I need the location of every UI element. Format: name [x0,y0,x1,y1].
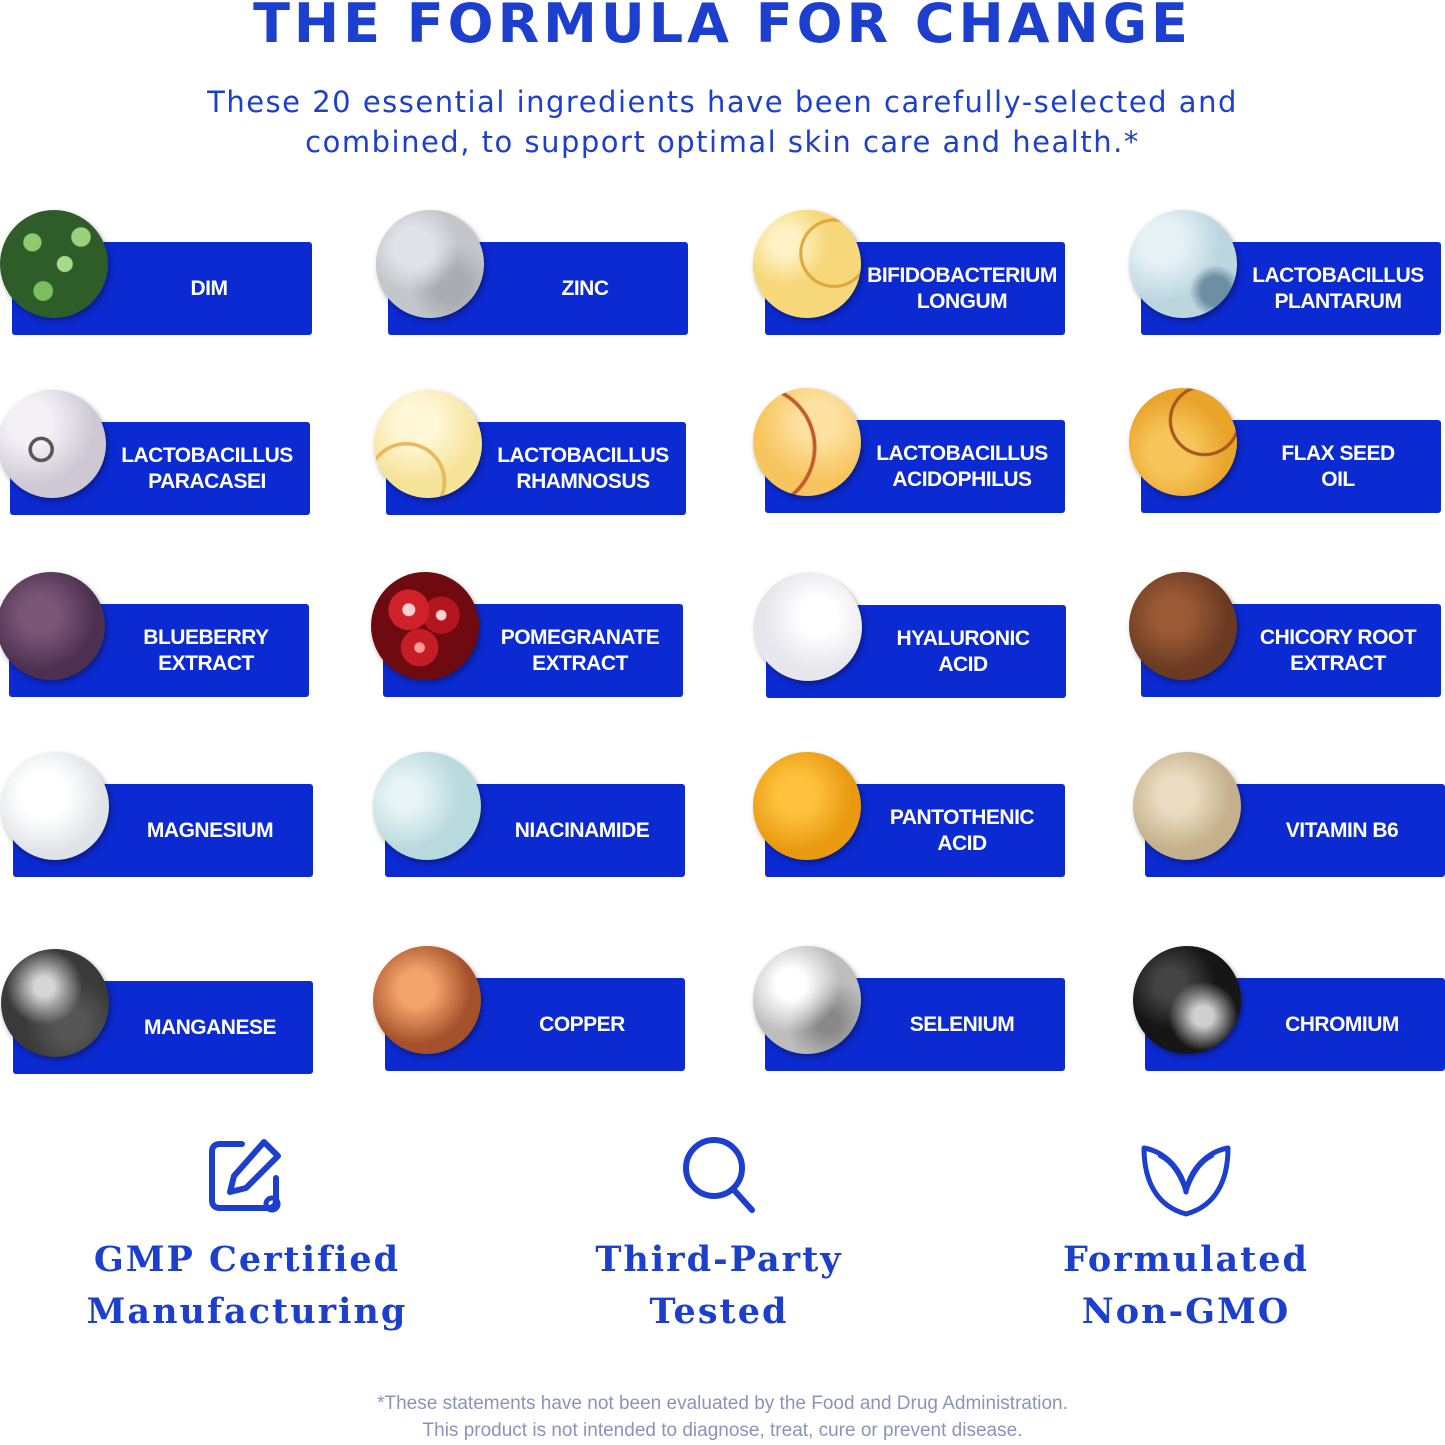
white-powder-image [1,752,109,860]
silver-foil-image [753,946,861,1054]
ingredient-card: COPPER [373,946,685,1071]
light-blue-droplet-image [1129,210,1237,318]
ingredient-card: LACTOBACILLUS RHAMNOSUS [374,390,686,515]
subtitle-line-1: These 20 essential ingredients have been… [207,85,1238,119]
amber-oil-image [1129,388,1237,496]
red-seeds-image [371,572,479,680]
page-subtitle: These 20 essential ingredients have been… [120,82,1325,162]
clear-gel-image [754,573,862,681]
gray-powder-image [376,210,484,318]
yellow-bubbles-image [753,210,861,318]
leaf-icon [1141,1145,1231,1217]
ingredient-card: VITAMIN B6 [1133,752,1445,877]
edit-note-icon [209,1139,281,1213]
ingredient-card: CHICORY ROOT EXTRACT [1129,572,1441,697]
ingredient-card: NIACINAMIDE [373,752,685,877]
orange-powder-image [753,752,861,860]
black-ore-image [1133,946,1241,1054]
dark-ore-image [1,949,109,1057]
aqua-droplets-image [373,752,481,860]
disclaimer-line-2: This product is not intended to diagnose… [422,1420,1023,1441]
badge-gmp: GMP Certified Manufacturing [47,1130,447,1338]
pale-yellow-bubbles-image [374,390,482,498]
ingredient-card: LACTOBACILLUS ACIDOPHILUS [753,388,1065,513]
ingredient-card: HYALURONIC ACID [754,573,1066,698]
ingredient-card: ZINC [376,210,688,335]
ingredient-card: PANTOTHENIC ACID [753,752,1065,877]
disclaimer: *These statements have not been evaluate… [0,1390,1445,1444]
green-sprouts-image [0,210,108,318]
magnifier-icon [683,1137,755,1213]
brown-powder-image [1129,572,1237,680]
ingredient-card: LACTOBACILLUS PARACASEI [0,390,310,515]
ingredient-card: DIM [0,210,312,335]
ingredient-card: POMEGRANATE EXTRACT [371,572,683,697]
badges: GMP Certified Manufacturing Third-Party … [0,1130,1445,1350]
ingredient-card: BIFIDOBACTERIUM LONGUM [753,210,1065,335]
ingredient-card: MANGANESE [1,949,313,1074]
ingredient-card: CHROMIUM [1133,946,1445,1071]
copper-glitter-image [373,946,481,1054]
page-title: THE FORMULA FOR CHANGE [253,0,1192,55]
ingredient-card: MAGNESIUM [1,752,313,877]
ingredient-card: LACTOBACILLUS PLANTARUM [1129,210,1441,335]
ingredient-grid: DIM ZINC BIFIDOBACTERIUM LONGUM LACTOBAC… [0,210,1445,1074]
badge-non-gmo: Formulated Non-GMO [986,1130,1386,1338]
purple-powder-image [0,572,105,680]
ingredient-card: SELENIUM [753,946,1065,1071]
badge-gmp-text: GMP Certified Manufacturing [86,1239,408,1332]
badge-non-gmo-text: Formulated Non-GMO [1062,1239,1310,1332]
lavender-bubbles-image [0,390,106,498]
subtitle-line-2: combined, to support optimal skin care a… [305,125,1140,159]
badge-third-party: Third-Party Tested [519,1130,919,1338]
ingredient-card: BLUEBERRY EXTRACT [0,572,309,697]
badge-third-party-text: Third-Party Tested [595,1239,843,1332]
beige-powder-image [1133,752,1241,860]
disclaimer-line-1: *These statements have not been evaluate… [377,1393,1068,1414]
golden-oil-image [753,388,861,496]
ingredient-card: FLAX SEED OIL [1129,388,1441,513]
